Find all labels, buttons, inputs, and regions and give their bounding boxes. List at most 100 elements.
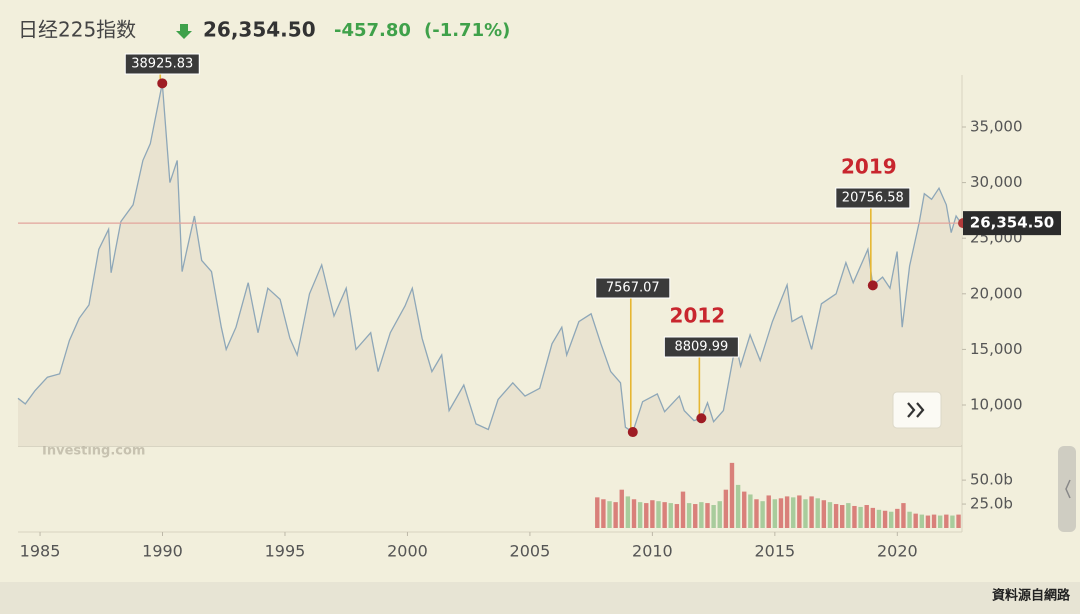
volume-bar	[650, 500, 655, 528]
volume-bar	[674, 504, 680, 528]
annotation-dot	[627, 427, 638, 438]
volume-bar	[668, 503, 673, 528]
volume-bar	[711, 505, 716, 528]
volume-bar	[778, 498, 784, 528]
volume-bar	[925, 515, 931, 528]
side-handle[interactable]	[1058, 446, 1076, 532]
y-tick-label: 35,000	[970, 118, 1023, 136]
volume-bar	[833, 504, 839, 528]
volume-bar	[595, 497, 600, 528]
volume-bar	[607, 501, 612, 528]
x-tick-label: 2020	[877, 542, 918, 561]
volume-bar	[613, 502, 618, 528]
change-percent: (-1.71%)	[424, 20, 510, 41]
volume-bar	[742, 491, 747, 528]
annotation-box	[595, 277, 671, 299]
scroll-button[interactable]	[892, 391, 942, 429]
volume-bar	[766, 495, 771, 528]
volume-bar	[686, 503, 692, 528]
x-tick-label: 1990	[142, 542, 183, 561]
down-arrow	[176, 24, 192, 39]
volume-bar	[913, 513, 918, 528]
watermark: Investing.com	[42, 444, 145, 459]
volume-bar	[784, 496, 790, 528]
annotation-tag: 2012	[670, 304, 726, 328]
volume-bar	[950, 515, 955, 528]
plot: 10,00015,00020,00025,00030,00035,0001985…	[17, 53, 1061, 561]
volume-bar	[644, 503, 649, 528]
volume-bar	[754, 499, 759, 528]
x-tick-label: 2010	[632, 542, 673, 561]
volume-bar	[625, 496, 631, 528]
price-line	[17, 83, 962, 434]
chart-title: 日经225指数	[18, 18, 136, 42]
x-tick-label: 2015	[754, 542, 795, 561]
annotation-box	[124, 53, 200, 75]
volume-bar	[637, 502, 643, 528]
volume-bar	[723, 489, 729, 528]
volume-bar	[601, 499, 606, 528]
volume-bar	[852, 505, 857, 528]
y-tick-label: 15,000	[970, 340, 1023, 358]
scroll-button-icon	[907, 402, 925, 418]
annotation-tag: 2019	[841, 155, 897, 179]
last-price-label: 26,354.50	[970, 214, 1054, 232]
last-price: 26,354.50	[203, 18, 316, 42]
volume-bar	[876, 509, 882, 528]
volume-bar	[717, 501, 722, 528]
volume-bar	[693, 504, 698, 528]
volume-bar	[803, 499, 808, 528]
volume-bar	[809, 496, 814, 528]
annotation-box	[663, 336, 739, 358]
volume-bar	[815, 498, 820, 528]
volume-tick-label: 25.0b	[970, 495, 1013, 513]
volume-bar	[956, 514, 961, 528]
annotation-label: 38925.83	[131, 57, 193, 72]
annotation-label: 8809.99	[674, 340, 728, 355]
volume-tick-label: 50.0b	[970, 471, 1013, 489]
volume-bar	[931, 514, 937, 528]
volume-bar	[760, 501, 765, 528]
volume-bar	[656, 501, 661, 528]
annotation-label: 7567.07	[606, 281, 660, 296]
area-fill	[18, 83, 961, 447]
volume-bar	[827, 502, 833, 528]
change: -457.80	[334, 20, 411, 41]
volume-bar	[919, 514, 925, 528]
annotation-dot	[696, 413, 707, 424]
volume-bar	[705, 503, 710, 528]
x-tick-label: 2000	[387, 542, 428, 561]
volume-bar	[619, 489, 624, 528]
volume-bar	[907, 511, 912, 528]
footer-bar	[0, 582, 1080, 614]
y-tick-label: 30,000	[970, 173, 1023, 191]
annotation-label: 20756.58	[842, 191, 904, 206]
volume-bar	[699, 502, 704, 528]
volume-bar	[846, 503, 851, 528]
volume-bar	[729, 462, 735, 528]
volume-bar	[735, 484, 741, 528]
x-tick-label: 1985	[20, 542, 61, 561]
volume-bar	[937, 515, 943, 528]
volume-bar	[882, 510, 888, 528]
volume-bar	[901, 503, 906, 528]
volume-bar	[791, 497, 796, 528]
x-tick-label: 1995	[265, 542, 306, 561]
volume-bar	[944, 514, 949, 528]
volume-bar	[895, 508, 900, 528]
annotation-dot	[867, 280, 878, 291]
volume-bar	[772, 499, 778, 528]
volume-bar	[680, 491, 686, 528]
volume-bar	[858, 506, 863, 528]
volume-bar	[840, 505, 845, 528]
annotation-box	[835, 187, 911, 209]
side-handle-icon	[1065, 479, 1071, 499]
volume-bar	[797, 495, 802, 528]
y-tick-label: 20,000	[970, 284, 1023, 302]
volume-bar	[888, 511, 894, 528]
volume-bar	[631, 499, 637, 528]
volume-bar	[864, 505, 869, 528]
annotation-dot	[157, 78, 168, 89]
volume-bar	[870, 507, 876, 528]
